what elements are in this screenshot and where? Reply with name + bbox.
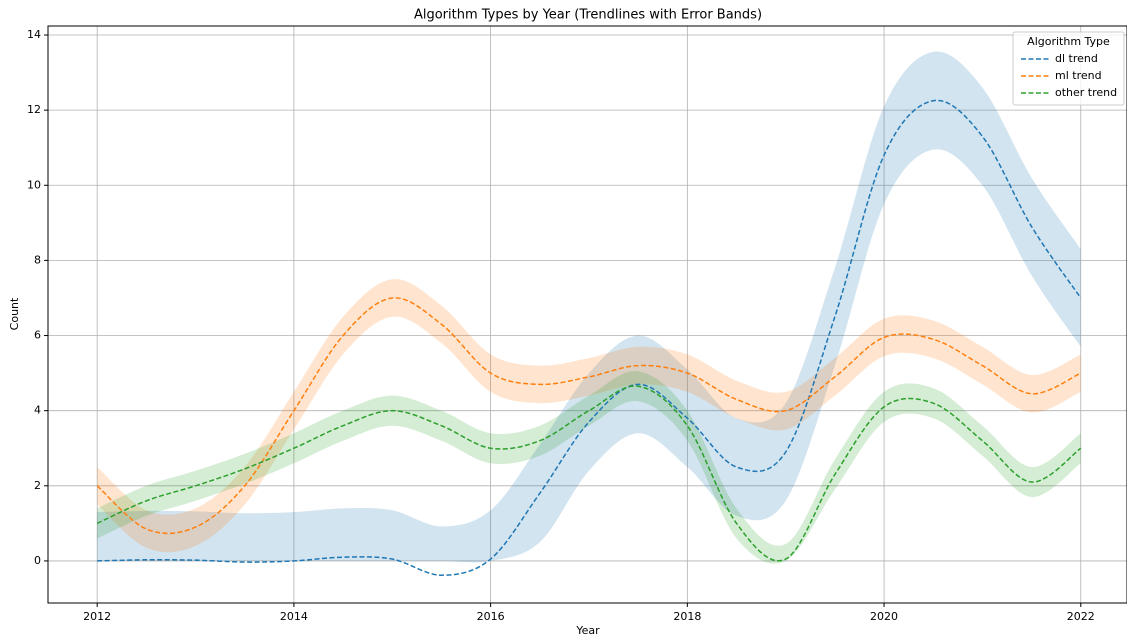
x-tick-label: 2016	[477, 610, 505, 623]
y-tick-label: 4	[34, 404, 41, 417]
y-tick-label: 6	[34, 329, 41, 342]
trend-line	[96, 385, 1082, 562]
x-tick-label: 2014	[280, 610, 308, 623]
y-tick-label: 2	[34, 479, 41, 492]
trend-line	[96, 297, 1082, 535]
error-band	[97, 370, 1081, 564]
y-tick-label: 14	[27, 28, 41, 41]
x-tick-label: 2012	[83, 610, 111, 623]
legend-box	[1012, 31, 1125, 106]
x-tick-label: 2018	[673, 610, 701, 623]
x-tick-label: 2022	[1067, 610, 1095, 623]
error-band	[97, 279, 1081, 553]
x-axis-label: Year	[575, 624, 600, 636]
legend-label: ml trend	[1055, 69, 1102, 82]
legend-label: other trend	[1055, 86, 1117, 99]
error-band	[97, 51, 1081, 563]
x-tick-label: 2020	[870, 610, 898, 623]
plot-frame	[47, 25, 1127, 604]
legend-title: Algorithm Type	[1027, 35, 1110, 48]
trend-line	[97, 99, 1082, 576]
y-tick-label: 12	[27, 103, 41, 116]
y-tick-label: 8	[34, 253, 41, 266]
chart-title: Algorithm Types by Year (Trendlines with…	[414, 8, 762, 23]
y-tick-label: 0	[34, 554, 41, 567]
legend-label: dl trend	[1055, 52, 1098, 65]
y-axis-label: Count	[8, 297, 21, 330]
y-tick-label: 10	[27, 178, 41, 191]
